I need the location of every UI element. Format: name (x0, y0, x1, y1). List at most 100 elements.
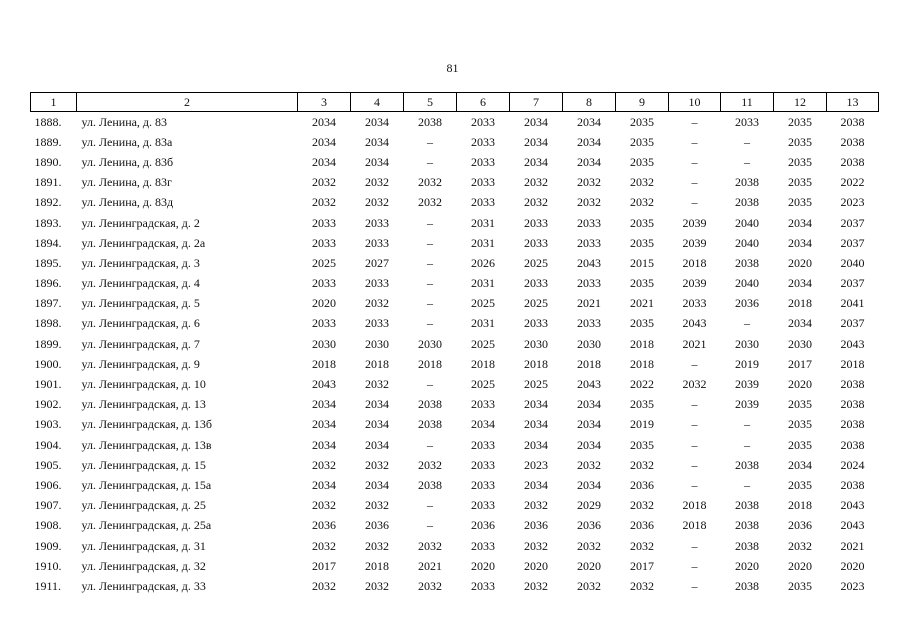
table-cell: – (427, 215, 433, 230)
table-cell: 2034 (788, 215, 812, 230)
table-cell: 2024 (840, 457, 865, 472)
table-cell: 2038 (418, 397, 442, 412)
table-cell: 2035 (630, 235, 654, 250)
table-cell: 2032 (365, 578, 389, 593)
table-cell: 2033 (471, 498, 495, 513)
table-cell: 2020 (788, 255, 812, 270)
table-cell: ул. Ленинградская, д. 25а (81, 518, 212, 533)
table-cell: ул. Ленина, д. 83д (81, 195, 174, 210)
table-cell: 2036 (630, 518, 654, 533)
table-cell: 2029 (577, 498, 601, 513)
table-cell: – (744, 134, 750, 149)
table-cell: 2033 (471, 457, 495, 472)
table-cell: 2032 (418, 538, 442, 553)
table-row: 1906. ул. Ленинградская, д. 15а 2034 2034 20… (31, 475, 879, 495)
table-cell: 2034 (365, 417, 389, 432)
table-cell: ул. Ленинградская, д. 25 (81, 498, 206, 513)
table-cell: – (744, 154, 750, 169)
table-cell: 2038 (735, 175, 759, 190)
table-cell: 2037 (840, 276, 865, 291)
table-cell: 2032 (312, 578, 336, 593)
table-cell: 2038 (840, 134, 865, 149)
table-row: 1891. ул. Ленина, д. 83г 2032 2032 2032 2033 2… (31, 173, 879, 193)
table-cell: 2025 (471, 377, 495, 392)
table-cell: ул. Ленинградская, д. 15 (81, 457, 206, 472)
table-cell: 2021 (630, 296, 654, 311)
table-row: 1903. ул. Ленинградская, д. 13б 2034 2034 20… (31, 415, 879, 435)
table-cell: 2032 (577, 175, 601, 190)
table-cell: 2040 (840, 255, 865, 270)
table-cell: 2034 (577, 114, 601, 129)
table-cell: 2020 (788, 377, 812, 392)
table-cell: 1893. (34, 215, 62, 230)
table-cell: 2040 (735, 276, 759, 291)
table-cell: 2030 (418, 336, 442, 351)
table-cell: – (427, 235, 433, 250)
table-cell: 2018 (682, 255, 707, 270)
table-cell: – (691, 397, 698, 412)
table-cell: 2033 (471, 477, 495, 492)
table-cell: 1897. (34, 296, 62, 311)
table-cell: 2032 (630, 578, 654, 593)
table-cell: – (691, 417, 698, 432)
table-row: 1907. ул. Ленинградская, д. 25 2032 2032 – 20… (31, 496, 879, 516)
table-cell: 2033 (524, 316, 548, 331)
table-cell: 2031 (471, 316, 495, 331)
table-cell: 2043 (577, 377, 601, 392)
table-cell: 2018 (418, 356, 442, 371)
table-cell: 2033 (365, 215, 389, 230)
table-cell: 1892. (34, 195, 62, 210)
table-cell: 2032 (312, 195, 336, 210)
table-cell: 2021 (418, 558, 442, 573)
table-cell: 2033 (312, 215, 336, 230)
table-cell: 2037 (840, 235, 865, 250)
table-cell: 2025 (312, 255, 336, 270)
table-cell: 2018 (682, 518, 707, 533)
table-cell: 2017 (630, 558, 654, 573)
table-cell: 2033 (365, 316, 389, 331)
table-cell: 2027 (365, 255, 389, 270)
table-row: 1889. ул. Ленина, д. 83а 2034 2034 – 2033 2034… (31, 132, 879, 152)
table-cell: 2023 (524, 457, 548, 472)
table-cell: 1899. (34, 336, 62, 351)
table-cell: 2034 (365, 114, 389, 129)
table-cell: 2032 (630, 457, 654, 472)
table-cell: 1904. (34, 437, 62, 452)
table-cell: 2020 (471, 558, 495, 573)
header-row: 1 2 3 4 5 6 7 8 9 10 11 12 13 (30, 92, 879, 112)
table-cell: 1906. (34, 477, 62, 492)
table-cell: 2032 (524, 498, 548, 513)
table-cell: 2020 (312, 296, 336, 311)
table-cell: – (691, 578, 698, 593)
table-cell: ул. Ленинградская, д. 33 (81, 578, 206, 593)
table-cell: 2032 (630, 498, 654, 513)
table-cell: – (427, 154, 433, 169)
table-cell: 2043 (840, 336, 865, 351)
table-cell: – (744, 417, 750, 432)
table-row: 1904. ул. Ленинградская, д. 13в 2034 2034 – 2… (31, 435, 879, 455)
table-cell: ул. Ленина, д. 83а (81, 134, 173, 149)
table-cell: 2033 (471, 437, 495, 452)
table-cell: – (427, 296, 433, 311)
table-cell: 2043 (840, 518, 865, 533)
table-cell: 2032 (577, 538, 601, 553)
table-cell: 2032 (788, 538, 812, 553)
table-row: 1894. ул. Ленинградская, д. 2а 2033 2033 – 20… (31, 233, 879, 253)
table-cell: 2017 (788, 356, 812, 371)
table-cell: – (691, 175, 698, 190)
table-cell: 2018 (524, 356, 548, 371)
table-cell: – (744, 316, 750, 331)
table-cell: 2035 (788, 477, 812, 492)
header-cell: 8 (562, 92, 616, 112)
table-cell: ул. Ленина, д. 83г (81, 175, 172, 190)
table-cell: 2038 (735, 195, 759, 210)
table-cell: – (691, 134, 698, 149)
table-cell: 2022 (630, 377, 654, 392)
table-row: 1905. ул. Ленинградская, д. 15 2032 2032 203… (31, 455, 879, 475)
table-cell: 2035 (788, 417, 812, 432)
table-cell: 2034 (365, 397, 389, 412)
table-cell: 2038 (840, 154, 865, 169)
table-cell: 2032 (418, 175, 442, 190)
table-cell: 2020 (735, 558, 759, 573)
